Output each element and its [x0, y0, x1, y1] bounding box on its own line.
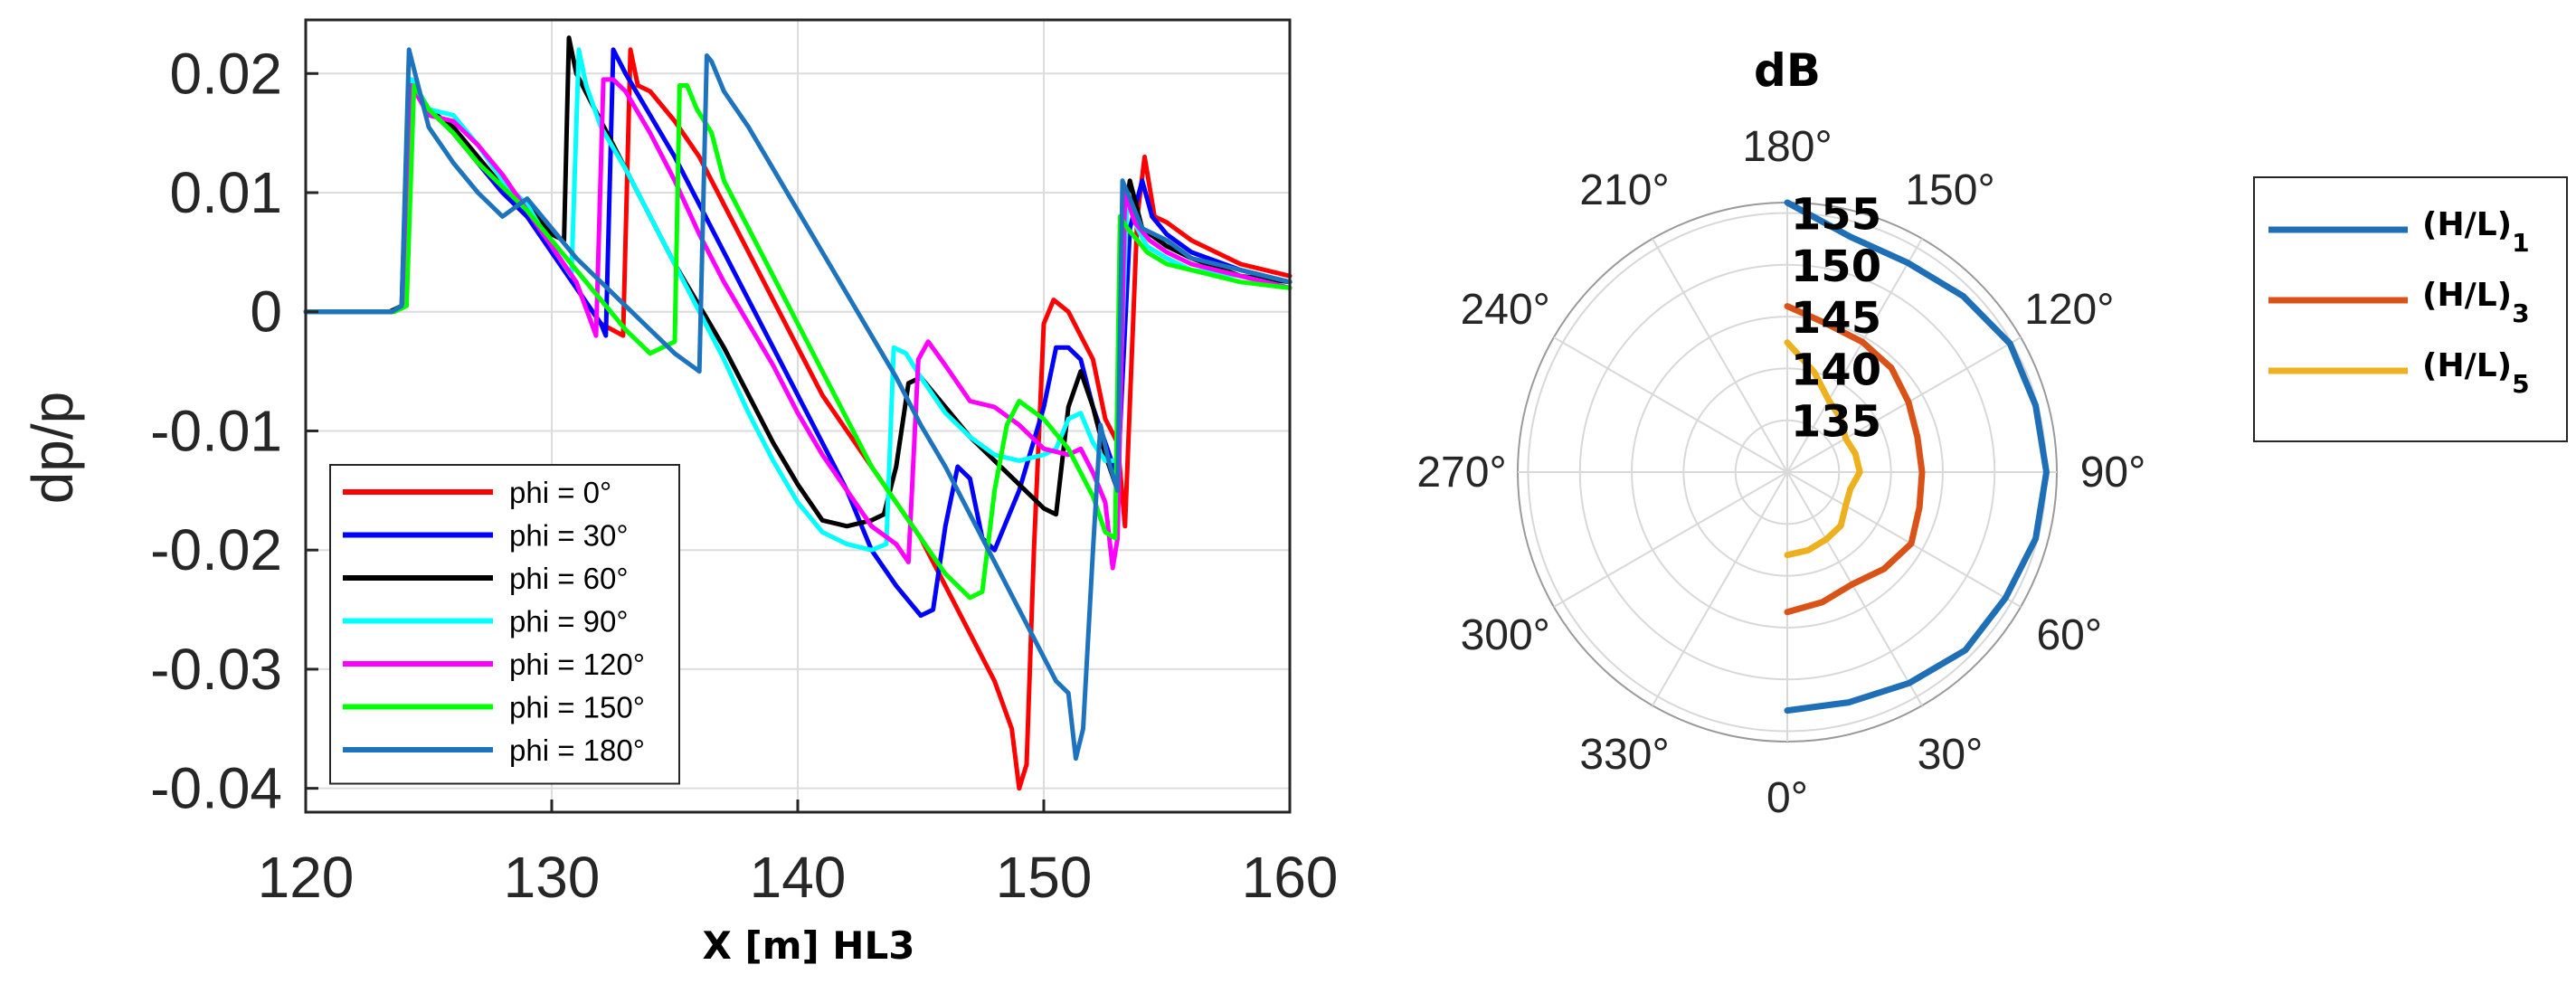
left-legend: phi = 0° phi = 30° phi = 60° phi = 90° phi =… — [329, 464, 680, 785]
polar-r-tick-label: 145 — [1791, 293, 1881, 344]
polar-theta-label: 60° — [2036, 611, 2102, 659]
polar-r-tick-label: 155 — [1791, 189, 1881, 240]
polar-series-group — [1784, 199, 2050, 714]
left-y-tick-label: 0 — [250, 279, 282, 345]
polar-r-tick-label: 150 — [1791, 241, 1881, 292]
polar-spoke — [1553, 471, 1788, 608]
polar-theta-label: 270° — [1416, 449, 1506, 497]
polar-legend-box — [2253, 176, 2568, 442]
left-y-tick-label: 0.02 — [169, 41, 282, 106]
series-line-phi-180 — [303, 47, 1293, 762]
polar-theta-label: 210° — [1579, 166, 1669, 214]
series-line-phi-120 — [303, 77, 1293, 571]
left-x-tick-labels: 120 130 140 150 160 — [258, 800, 1339, 910]
left-series-group — [303, 35, 1293, 791]
left-x-tick-label: 160 — [1242, 845, 1339, 910]
polar-legend-subscript: 5 — [2512, 369, 2529, 399]
left-y-tick-label: -0.02 — [150, 517, 282, 582]
legend-label-phi-120: phi = 120° — [509, 648, 645, 681]
x-axis-label: X [m] HL3 — [703, 923, 915, 968]
polar-theta-label: 90° — [2080, 449, 2146, 497]
polar-legend-subscript: 1 — [2512, 228, 2529, 258]
polar-legend-name: (H/L) — [2422, 277, 2512, 314]
polar-r-tick-label: 135 — [1791, 397, 1881, 448]
polar-r-tick-label: 140 — [1791, 345, 1881, 395]
polar-legend-name: (H/L) — [2422, 206, 2512, 243]
legend-label-phi-90: phi = 90° — [509, 605, 629, 639]
left-line-chart: 120 130 140 150 160 0.02 0.01 0 -0.01 -0.02 -0.03… — [20, 18, 1339, 968]
polar-theta-label: 150° — [1905, 166, 1994, 214]
polar-line-hl5 — [1784, 339, 1863, 559]
polar-spoke — [1553, 336, 1788, 473]
polar-theta-label: 120° — [2024, 286, 2114, 334]
legend-label-phi-0: phi = 0° — [509, 476, 611, 509]
polar-title: dB — [1754, 44, 1821, 97]
polar-line-hl1 — [1784, 199, 2050, 714]
polar-spoke — [1786, 336, 2022, 473]
polar-legend: (H/L)1(H/L)3(H/L)5 — [2253, 176, 2568, 442]
left-x-tick-label: 130 — [504, 845, 601, 910]
left-y-tick-label: 0.01 — [169, 160, 282, 225]
legend-label-phi-30: phi = 30° — [509, 519, 629, 553]
polar-theta-tick-labels: 0° 30° 60° 90° 120° 150° 180° 210° 240° 270° 300° 3… — [1416, 123, 2145, 822]
polar-theta-label: 300° — [1461, 611, 1550, 659]
polar-theta-label: 330° — [1579, 731, 1669, 779]
polar-spoke — [1652, 471, 1788, 706]
polar-legend-subscript: 3 — [2512, 298, 2529, 328]
polar-theta-label: 240° — [1461, 286, 1550, 334]
y-axis-label: dp/p — [20, 392, 85, 505]
left-legend-box — [329, 464, 680, 785]
legend-label-phi-180: phi = 180° — [509, 733, 645, 767]
left-x-tick-label: 120 — [258, 845, 355, 910]
polar-legend-label-hl1: (H/L)1 — [2422, 206, 2530, 258]
left-y-tick-label: -0.03 — [150, 637, 282, 702]
left-x-tick-label: 140 — [750, 845, 847, 910]
legend-label-phi-60: phi = 60° — [509, 562, 629, 595]
polar-grid — [1517, 202, 2058, 743]
polar-theta-label: 0° — [1766, 774, 1808, 822]
polar-spoke — [1786, 471, 2022, 608]
polar-line-hl3 — [1784, 303, 1926, 616]
polar-spoke — [1786, 471, 1923, 706]
left-y-tick-label: -0.04 — [150, 756, 282, 821]
left-y-tick-labels: 0.02 0.01 0 -0.01 -0.02 -0.03 -0.04 — [150, 41, 318, 821]
left-y-tick-label: -0.01 — [150, 398, 282, 463]
polar-chart: 0° 30° 60° 90° 120° 150° 180° 210° 240° 270° 300° 3… — [1416, 44, 2568, 822]
legend-label-phi-150: phi = 150° — [509, 691, 645, 724]
polar-theta-label: 180° — [1742, 123, 1832, 171]
polar-spoke — [1652, 238, 1788, 473]
polar-legend-label-hl5: (H/L)5 — [2422, 347, 2530, 399]
polar-legend-name: (H/L) — [2422, 347, 2512, 384]
polar-legend-label-hl3: (H/L)3 — [2422, 277, 2530, 328]
polar-theta-label: 30° — [1918, 731, 1984, 779]
left-x-tick-label: 150 — [996, 845, 1093, 910]
polar-spoke — [1786, 238, 1923, 473]
